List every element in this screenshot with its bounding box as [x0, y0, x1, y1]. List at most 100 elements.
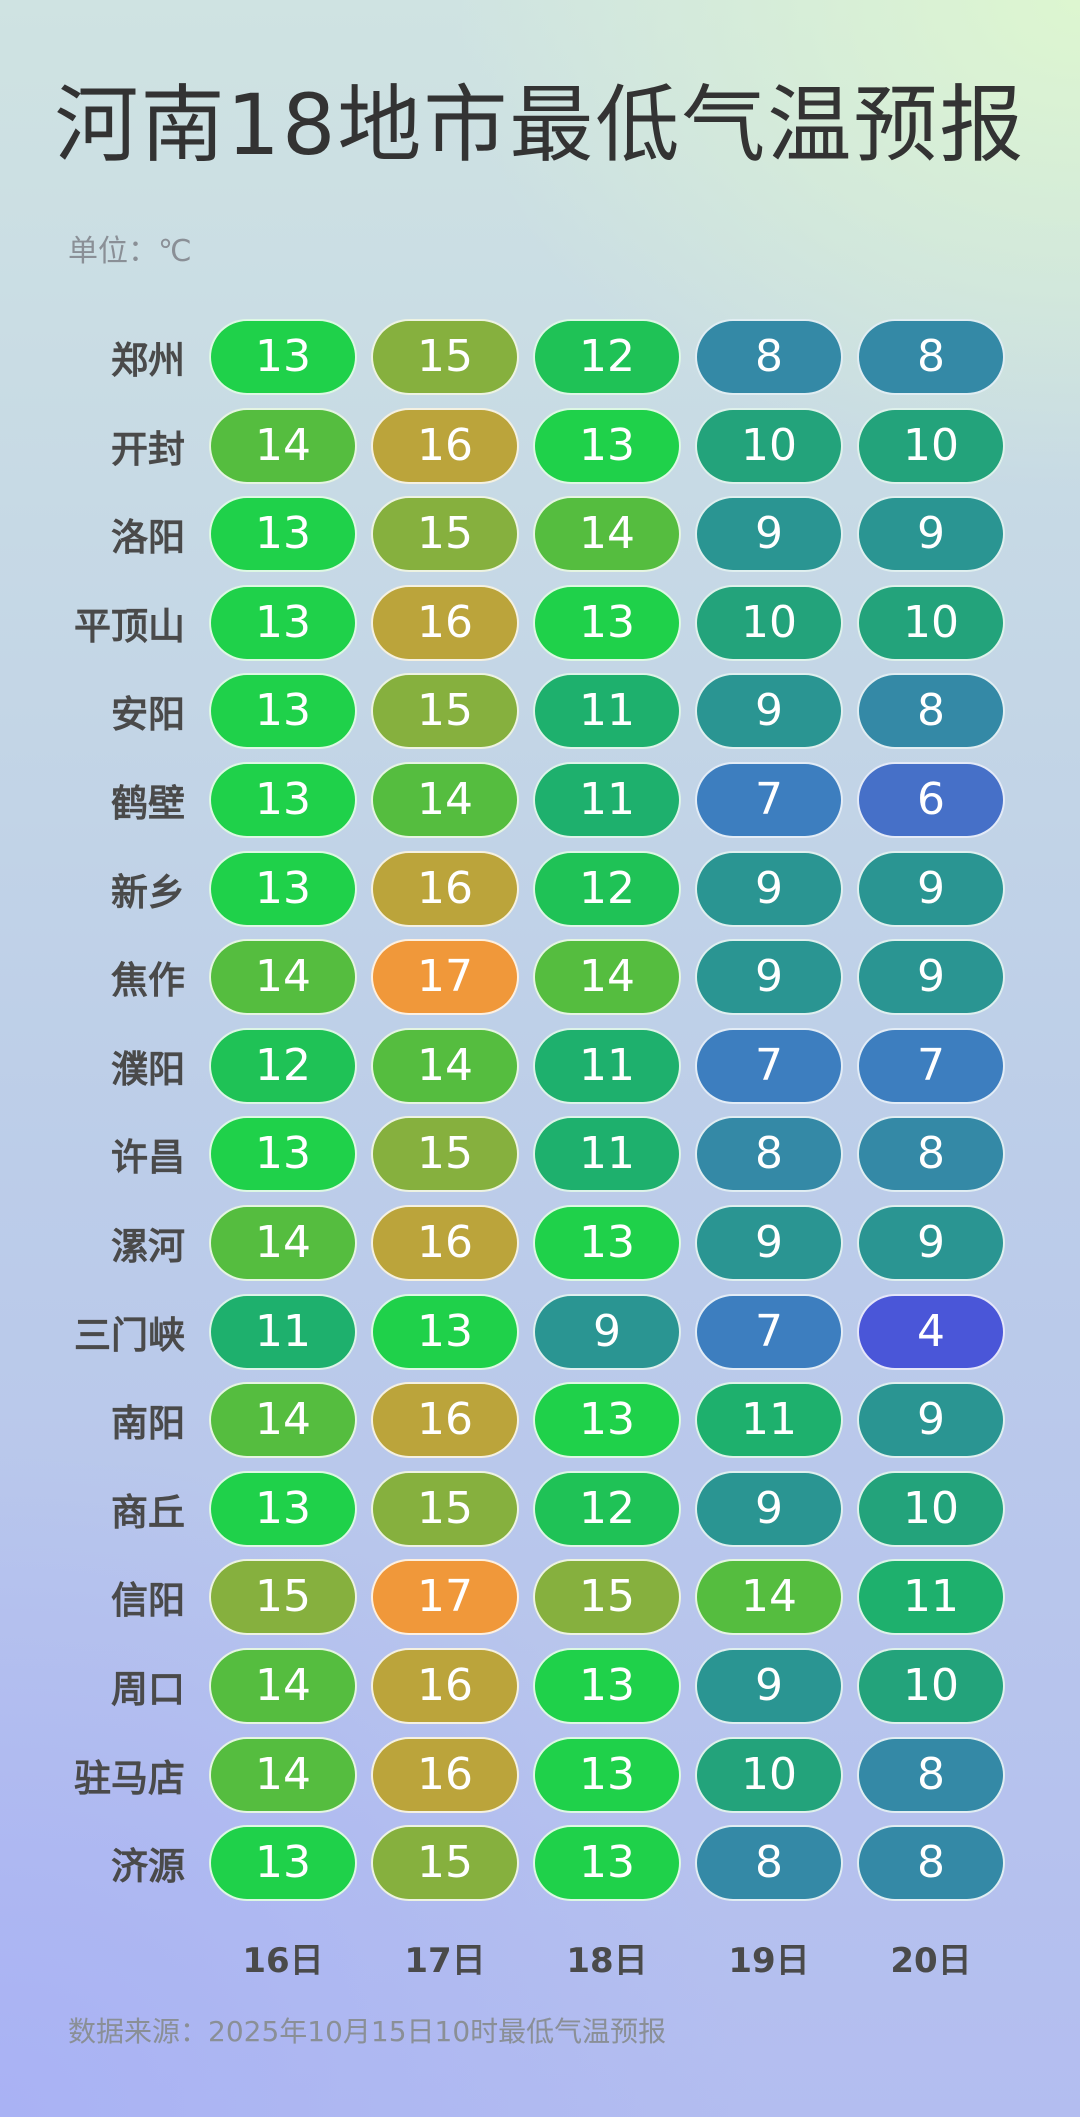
- temperature-cell: 13: [209, 673, 357, 749]
- page-title: 河南18地市最低气温预报: [54, 76, 1026, 174]
- temperature-cell: 14: [209, 1737, 357, 1813]
- city-label: 三门峡: [74, 1314, 185, 1357]
- temperature-cell: 13: [371, 1294, 519, 1370]
- temperature-cell: 17: [371, 939, 519, 1015]
- temperature-cell: 14: [209, 1648, 357, 1724]
- temperature-cell: 8: [857, 1737, 1005, 1813]
- temperature-cell: 13: [209, 319, 357, 395]
- temperature-cell: 16: [371, 1205, 519, 1281]
- city-label: 济源: [111, 1845, 185, 1888]
- city-label: 商丘: [111, 1491, 185, 1534]
- temperature-cell: 13: [533, 1737, 681, 1813]
- city-label: 焦作: [111, 959, 185, 1002]
- temperature-cell: 15: [533, 1559, 681, 1635]
- city-label: 许昌: [111, 1136, 185, 1179]
- temperature-cell: 9: [695, 1471, 843, 1547]
- temperature-cell: 14: [209, 408, 357, 484]
- city-label: 周口: [111, 1668, 185, 1711]
- temperature-cell: 9: [533, 1294, 681, 1370]
- temperature-cell: 13: [209, 1825, 357, 1901]
- temperature-cell: 8: [695, 1825, 843, 1901]
- temperature-cell: 6: [857, 762, 1005, 838]
- temperature-cell: 13: [533, 585, 681, 661]
- temperature-cell: 13: [533, 1648, 681, 1724]
- temperature-cell: 8: [857, 319, 1005, 395]
- city-label: 开封: [111, 428, 185, 471]
- temperature-cell: 9: [857, 1382, 1005, 1458]
- temperature-cell: 14: [533, 939, 681, 1015]
- city-label: 新乡: [111, 871, 185, 914]
- temperature-cell: 13: [209, 851, 357, 927]
- data-source-note: 数据来源：2025年10月15日10时最低气温预报: [68, 2015, 667, 2048]
- temperature-cell: 16: [371, 1737, 519, 1813]
- day-label: 16日: [242, 1940, 324, 1981]
- temperature-cell: 13: [209, 585, 357, 661]
- city-label: 信阳: [111, 1579, 185, 1622]
- city-label: 郑州: [111, 339, 185, 382]
- temperature-cell: 12: [209, 1028, 357, 1104]
- temperature-cell: 13: [533, 408, 681, 484]
- temperature-cell: 8: [857, 1825, 1005, 1901]
- temperature-cell: 10: [695, 408, 843, 484]
- city-label: 鹤壁: [111, 782, 185, 825]
- temperature-cell: 8: [857, 673, 1005, 749]
- temperature-cell: 15: [209, 1559, 357, 1635]
- city-label: 南阳: [111, 1402, 185, 1445]
- temperature-cell: 11: [857, 1559, 1005, 1635]
- temperature-cell: 13: [209, 496, 357, 572]
- temperature-cell: 9: [695, 851, 843, 927]
- city-label: 平顶山: [74, 605, 185, 648]
- temperature-cell: 14: [533, 496, 681, 572]
- temperature-cell: 10: [857, 408, 1005, 484]
- temperature-cell: 12: [533, 319, 681, 395]
- temperature-cell: 11: [533, 762, 681, 838]
- temperature-cell: 12: [533, 851, 681, 927]
- temperature-cell: 14: [209, 1382, 357, 1458]
- temperature-cell: 13: [209, 1471, 357, 1547]
- temperature-cell: 10: [695, 585, 843, 661]
- temperature-cell: 9: [695, 496, 843, 572]
- temperature-cell: 16: [371, 408, 519, 484]
- temperature-cell: 14: [371, 1028, 519, 1104]
- temperature-cell: 9: [695, 1205, 843, 1281]
- temperature-cell: 7: [695, 762, 843, 838]
- temperature-cell: 8: [695, 1116, 843, 1192]
- temperature-cell: 7: [695, 1028, 843, 1104]
- temperature-cell: 15: [371, 1471, 519, 1547]
- temperature-cell: 14: [371, 762, 519, 838]
- temperature-cell: 14: [209, 939, 357, 1015]
- temperature-cell: 7: [857, 1028, 1005, 1104]
- temperature-cell: 15: [371, 496, 519, 572]
- temperature-cell: 14: [209, 1205, 357, 1281]
- temperature-cell: 8: [695, 319, 843, 395]
- temperature-cell: 11: [533, 1116, 681, 1192]
- temperature-cell: 15: [371, 1116, 519, 1192]
- temperature-cell: 4: [857, 1294, 1005, 1370]
- temperature-cell: 10: [857, 1471, 1005, 1547]
- temperature-cell: 7: [695, 1294, 843, 1370]
- city-label: 安阳: [111, 693, 185, 736]
- temperature-cell: 9: [695, 1648, 843, 1724]
- temperature-cell: 13: [209, 1116, 357, 1192]
- day-label: 18日: [566, 1940, 648, 1981]
- temperature-cell: 13: [533, 1825, 681, 1901]
- temperature-cell: 13: [209, 762, 357, 838]
- temperature-cell: 16: [371, 585, 519, 661]
- temperature-cell: 9: [857, 1205, 1005, 1281]
- temperature-cell: 11: [695, 1382, 843, 1458]
- city-label: 洛阳: [111, 516, 185, 559]
- temperature-cell: 10: [695, 1737, 843, 1813]
- temperature-cell: 15: [371, 319, 519, 395]
- day-label: 17日: [404, 1940, 486, 1981]
- temperature-cell: 8: [857, 1116, 1005, 1192]
- temperature-cell: 16: [371, 851, 519, 927]
- temperature-cell: 9: [695, 673, 843, 749]
- temperature-cell: 12: [533, 1471, 681, 1547]
- temperature-cell: 15: [371, 673, 519, 749]
- temperature-cell: 10: [857, 1648, 1005, 1724]
- temperature-cell: 17: [371, 1559, 519, 1635]
- temperature-cell: 15: [371, 1825, 519, 1901]
- temperature-cell: 16: [371, 1648, 519, 1724]
- temperature-cell: 9: [695, 939, 843, 1015]
